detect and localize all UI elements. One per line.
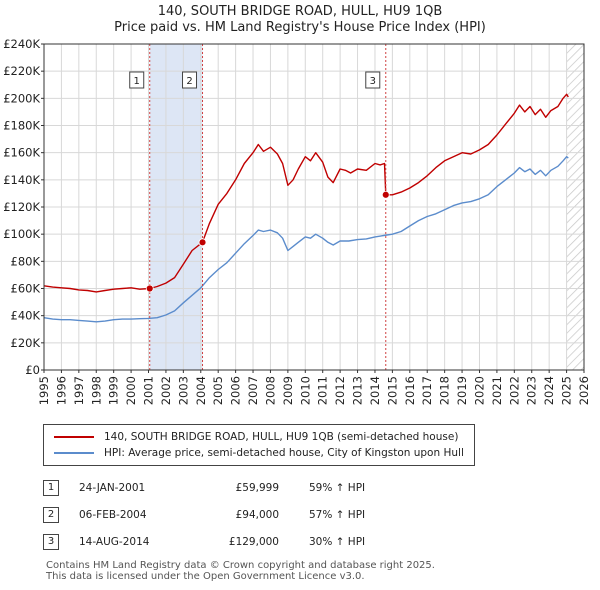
footer: Contains HM Land Registry data © Crown c… bbox=[46, 560, 435, 582]
sale-label-box bbox=[365, 71, 381, 89]
x-tick-label: 1996 bbox=[54, 376, 68, 405]
x-tick-label: 2000 bbox=[124, 376, 138, 405]
x-tick-label: 2005 bbox=[211, 376, 225, 405]
x-tick-label: 2023 bbox=[525, 376, 539, 405]
chart-title-line1: 140, SOUTH BRIDGE ROAD, HULL, HU9 1QB bbox=[157, 4, 443, 19]
y-tick-label: £140K bbox=[3, 173, 40, 187]
transaction-change: 57% ↑ HPI bbox=[309, 508, 366, 521]
transaction-date: 24-JAN-2001 bbox=[79, 481, 146, 494]
x-tick-label: 1999 bbox=[107, 376, 121, 405]
y-tick-label: £0 bbox=[25, 363, 40, 377]
footer-copyright: Contains HM Land Registry data © Crown c… bbox=[46, 560, 435, 571]
x-tick-label: 2004 bbox=[194, 376, 208, 405]
sale-label-box bbox=[182, 71, 198, 89]
x-tick-label: 2010 bbox=[298, 376, 312, 405]
legend: 140, SOUTH BRIDGE ROAD, HULL, HU9 1QB (s… bbox=[43, 424, 475, 466]
transaction-date: 14-AUG-2014 bbox=[79, 535, 150, 548]
x-tick-label: 2001 bbox=[142, 376, 156, 405]
y-tick-label: £100K bbox=[3, 227, 40, 241]
x-tick-label: 2024 bbox=[542, 376, 556, 405]
x-tick-label: 2013 bbox=[351, 376, 365, 405]
legend-label-property: 140, SOUTH BRIDGE ROAD, HULL, HU9 1QB (s… bbox=[104, 431, 459, 443]
transaction-price: £59,999 bbox=[235, 481, 279, 494]
y-tick-label: £60K bbox=[11, 282, 41, 296]
x-tick-label: 2026 bbox=[577, 376, 591, 405]
hpi-line bbox=[43, 156, 569, 323]
transaction-row: 2 06-FEB-2004 £94,000 57% ↑ HPI bbox=[43, 501, 365, 528]
x-tick-label: 2011 bbox=[316, 376, 330, 405]
x-tick-label: 2018 bbox=[438, 376, 452, 405]
x-tick-label: 2012 bbox=[333, 376, 347, 405]
transaction-marker: 3 bbox=[43, 533, 59, 550]
x-tick-label: 1998 bbox=[89, 376, 103, 405]
legend-swatch-hpi bbox=[54, 452, 94, 454]
sale-point bbox=[381, 190, 390, 199]
transaction-change: 59% ↑ HPI bbox=[309, 481, 366, 494]
x-tick-label: 2007 bbox=[246, 376, 260, 405]
y-tick-label: £20K bbox=[11, 336, 41, 350]
x-tick-label: 2021 bbox=[490, 376, 504, 405]
x-tick-label: 2019 bbox=[455, 376, 469, 405]
x-tick-label: 2020 bbox=[472, 376, 486, 405]
y-tick-label: £120K bbox=[3, 200, 40, 214]
y-tick-label: £220K bbox=[3, 64, 40, 78]
transaction-price: £129,000 bbox=[228, 535, 279, 548]
chart-title-line2: Price paid vs. HM Land Registry's House … bbox=[114, 20, 486, 35]
y-tick-label: £180K bbox=[3, 119, 40, 133]
sale-point bbox=[145, 284, 154, 293]
y-tick-label: £80K bbox=[11, 254, 41, 268]
transaction-date: 06-FEB-2004 bbox=[79, 508, 147, 521]
transaction-marker: 1 bbox=[43, 479, 59, 496]
x-tick-label: 2014 bbox=[368, 376, 382, 405]
legend-item-property: 140, SOUTH BRIDGE ROAD, HULL, HU9 1QB (s… bbox=[54, 430, 458, 444]
x-tick-label: 2009 bbox=[281, 376, 295, 405]
sale-label: 3 bbox=[370, 76, 376, 87]
legend-label-hpi: HPI: Average price, semi-detached house,… bbox=[104, 447, 464, 459]
y-tick-label: £40K bbox=[11, 309, 41, 323]
transactions-table: 1 24-JAN-2001 £59,999 59% ↑ HPI 2 06-FEB… bbox=[43, 474, 365, 555]
sale-point bbox=[198, 238, 207, 247]
x-tick-label: 2016 bbox=[403, 376, 417, 405]
transaction-row: 1 24-JAN-2001 £59,999 59% ↑ HPI bbox=[43, 474, 365, 501]
price-chart: 1 2 3 £0 £20K £40K £60K £80K £100K £120K £140K £16… bbox=[3, 37, 591, 405]
y-tick-label: £200K bbox=[3, 91, 40, 105]
transaction-marker: 2 bbox=[43, 506, 59, 523]
y-tick-label: £240K bbox=[3, 37, 40, 51]
sale-label: 2 bbox=[186, 76, 192, 87]
x-tick-label: 2017 bbox=[420, 376, 434, 405]
x-tick-label: 2008 bbox=[263, 376, 277, 405]
y-tick-label: £160K bbox=[3, 146, 40, 160]
x-tick-label: 2022 bbox=[507, 376, 521, 405]
x-tick-label: 2003 bbox=[176, 376, 190, 405]
transaction-row: 3 14-AUG-2014 £129,000 30% ↑ HPI bbox=[43, 528, 365, 555]
transaction-price: £94,000 bbox=[235, 508, 279, 521]
sale-label-box bbox=[129, 71, 145, 89]
legend-item-hpi: HPI: Average price, semi-detached house,… bbox=[54, 446, 464, 460]
footer-license: This data is licensed under the Open Gov… bbox=[46, 571, 365, 582]
x-tick-label: 1995 bbox=[37, 376, 51, 405]
transaction-change: 30% ↑ HPI bbox=[309, 535, 366, 548]
x-tick-label: 2002 bbox=[159, 376, 173, 405]
x-tick-label: 1997 bbox=[72, 376, 86, 405]
sale-label: 1 bbox=[134, 76, 140, 87]
x-tick-label: 2015 bbox=[385, 376, 399, 405]
x-tick-label: 2025 bbox=[560, 376, 574, 405]
legend-swatch-property bbox=[54, 436, 94, 438]
x-tick-label: 2006 bbox=[229, 376, 243, 405]
